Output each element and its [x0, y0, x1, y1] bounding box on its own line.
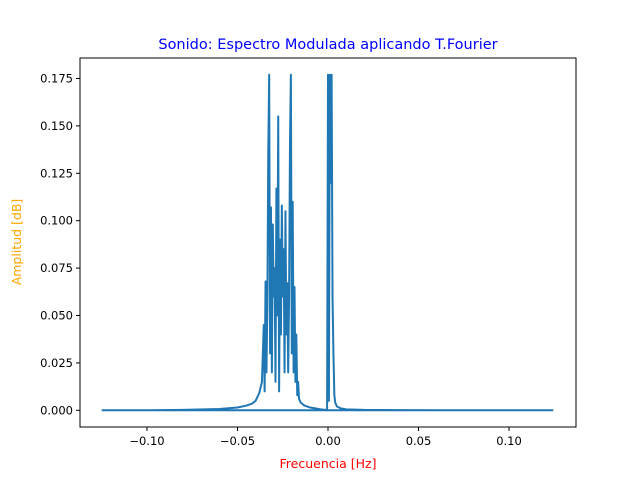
y-tick-label: 0.150 — [40, 119, 73, 133]
y-tick-label: 0.175 — [40, 71, 73, 85]
spectrum-series-line — [101, 73, 554, 412]
y-tick-label: 0.125 — [40, 166, 73, 180]
y-tick-label: 0.025 — [40, 356, 73, 370]
x-axis-label: Frecuencia [Hz] — [280, 456, 377, 471]
y-tick-label: 0.100 — [40, 214, 73, 228]
y-tick-label: 0.050 — [40, 309, 73, 323]
chart-title: Sonido: Espectro Modulada aplicando T.Fo… — [158, 37, 497, 53]
x-tick-label: −0.05 — [220, 434, 255, 448]
axes: −0.10 −0.05 0.00 0.05 0.10 0.000 0.025 0.050 0.0… — [40, 57, 577, 448]
x-tick-label: −0.10 — [129, 434, 164, 448]
y-axis-label: Amplitud [dB] — [9, 199, 24, 286]
x-tick-label: 0.00 — [315, 434, 341, 448]
plot-area — [101, 73, 554, 412]
x-tick-label: 0.10 — [496, 434, 522, 448]
y-tick-label: 0.000 — [40, 403, 73, 417]
x-tick-label: 0.05 — [406, 434, 432, 448]
y-tick-label: 0.075 — [40, 261, 73, 275]
